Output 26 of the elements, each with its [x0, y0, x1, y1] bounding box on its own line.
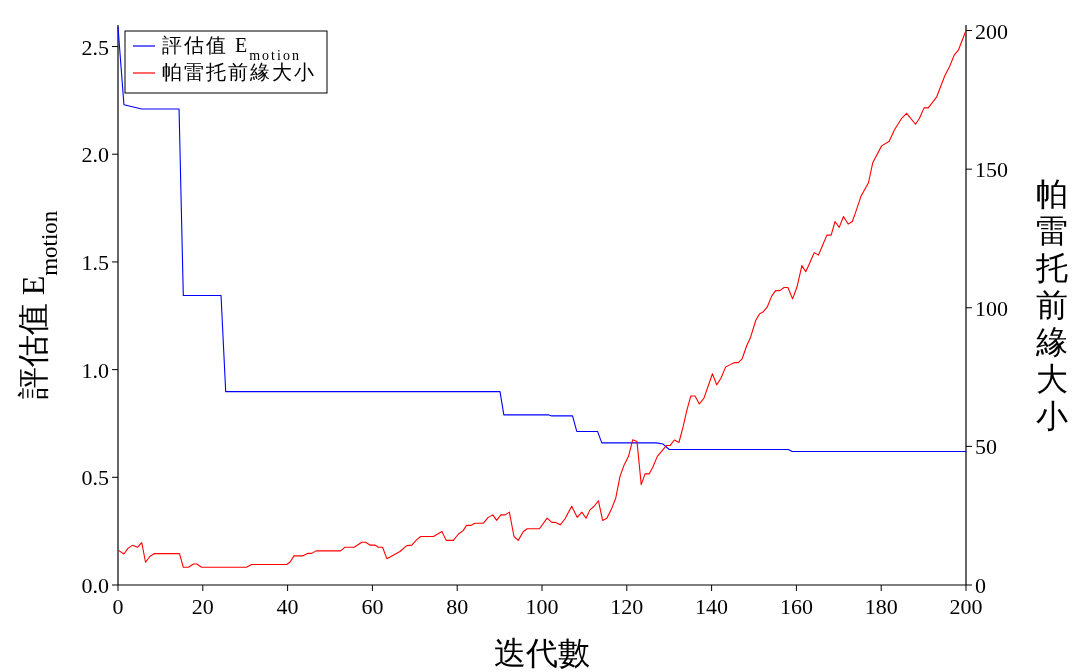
y-tick-label: 2.0 [81, 142, 109, 168]
y2-axis-title: 帕雷托前緣大小 [1035, 176, 1068, 434]
y2-tick-label: 50 [975, 434, 997, 460]
y2-tick-label: 100 [975, 295, 1008, 321]
x-tick-label: 80 [446, 594, 469, 619]
x-tick-label: 20 [191, 594, 214, 619]
y2-tick-label: 150 [975, 157, 1008, 183]
y-tick-label: 1.0 [81, 357, 109, 383]
x-tick-label: 100 [525, 594, 559, 619]
line-series [117, 26, 967, 453]
line-series [118, 29, 967, 568]
x-tick-label: 140 [695, 594, 729, 619]
x-tick-label: 120 [610, 594, 644, 619]
x-tick-label: 180 [864, 594, 898, 619]
x-axis-title: 迭代數 [494, 635, 590, 671]
x-tick-label: 60 [361, 594, 384, 619]
legend-label: 帕雷托前緣大小 [162, 61, 316, 83]
y-tick-label: 1.5 [81, 249, 109, 275]
x-tick-label: 0 [112, 594, 124, 619]
legend-label: 評估值 E$_{motion}$ [162, 34, 301, 63]
y-tick-label: 2.5 [81, 34, 109, 60]
y2-tick-label: 200 [975, 18, 1008, 44]
x-tick-label: 160 [779, 594, 813, 619]
y-tick-label: 0.5 [81, 465, 109, 491]
x-tick-label: 40 [276, 594, 299, 619]
y-tick-label: 0.0 [81, 573, 109, 598]
